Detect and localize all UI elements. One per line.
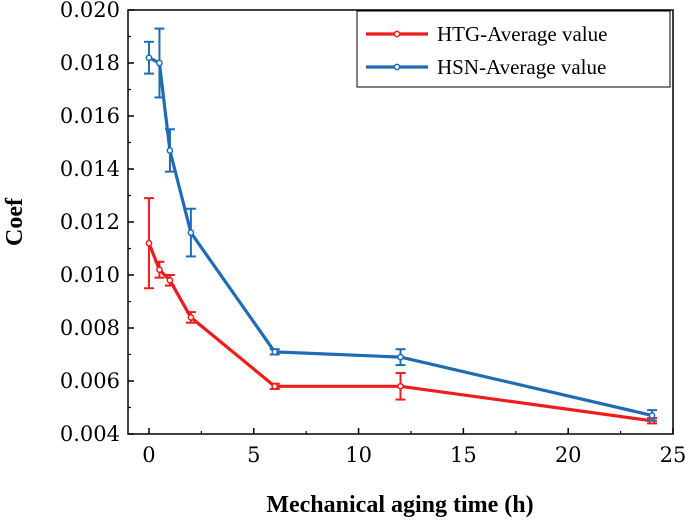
series-2-point: [156, 59, 163, 67]
y-tick-label: 0.012: [60, 210, 120, 234]
series-2-point: [187, 229, 195, 236]
series-2-point: [648, 412, 656, 419]
legend-marker: [393, 30, 401, 38]
y-tick-label: 0.018: [60, 51, 120, 75]
x-axis-title: Mechanical aging time (h): [266, 492, 533, 518]
series-2-point: [166, 147, 174, 154]
y-tick-label: 0.014: [60, 157, 120, 181]
y-tick-label: 0.020: [60, 0, 120, 22]
series-1-point: [187, 314, 195, 321]
legend: HTG-Average value HSN-Average value: [356, 10, 671, 88]
legend-marker: [393, 63, 401, 71]
series-1-point: [397, 382, 404, 390]
legend-label: HSN-Average value: [437, 55, 606, 79]
y-axis-title: Coef: [2, 197, 28, 246]
series-1-point: [271, 382, 279, 390]
legend-label: HTG-Average value: [437, 22, 607, 46]
y-tick-label: 0.016: [60, 104, 120, 128]
y-tick-label: 0.010: [60, 263, 120, 287]
x-tick-label: 10: [345, 443, 372, 467]
y-axis: 0.004 0.006 0.008 0.010 0.012 0.014 0.016 0.018…: [60, 0, 134, 446]
series-1-point: [145, 239, 153, 247]
x-tick-label: 5: [247, 443, 260, 467]
y-tick-label: 0.006: [60, 369, 120, 393]
x-tick-label: 20: [555, 443, 582, 467]
x-tick-label: 0: [142, 443, 155, 467]
series-layer: [143, 27, 658, 425]
legend-box: [356, 10, 671, 88]
y-tick-label: 0.004: [60, 422, 120, 446]
series-1-point: [166, 276, 174, 284]
y-tick-label: 0.008: [60, 316, 120, 340]
series-2-point: [271, 348, 279, 356]
series-2-point: [145, 54, 153, 62]
series-1-point: [156, 266, 163, 274]
series-2-point: [397, 353, 404, 361]
x-axis: 0 5 10 15 20 25: [142, 428, 685, 467]
x-tick-label: 25: [660, 443, 685, 467]
x-tick-label: 15: [450, 443, 477, 467]
